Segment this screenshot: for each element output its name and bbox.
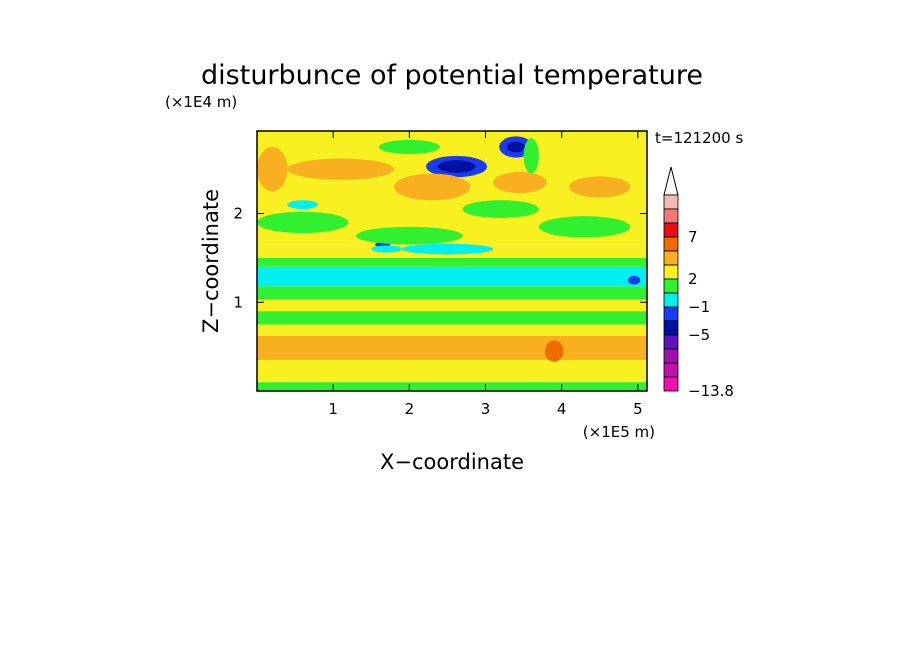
y-unit-label: (×1E4 m) [165, 93, 237, 111]
colorbar: 7 2 −1 −5 −13.8 [663, 166, 734, 400]
colorbar-swatch-4 [663, 250, 679, 266]
contour-band-8 [257, 257, 647, 267]
contour-feature-5 [627, 275, 641, 285]
colorbar-swatch-12 [663, 362, 679, 378]
contour-feature-7 [394, 173, 471, 201]
contour-field [257, 131, 647, 391]
colorbar-swatch-0 [663, 194, 679, 210]
x-unit-label: (×1E5 m) [583, 423, 655, 441]
contour-feature-14 [462, 200, 539, 218]
contour-band-0 [257, 382, 647, 391]
contour-feature-20 [287, 200, 318, 210]
colorbar-swatch-13 [663, 376, 679, 392]
colorbar-swatch-6 [663, 278, 679, 294]
colorbar-label: −5 [688, 326, 710, 344]
contour-band-2 [257, 335, 647, 360]
chart-title: disturbunce of potential temperature [201, 60, 703, 91]
contour-band-4 [257, 311, 647, 325]
colorbar-extend-arrow [663, 166, 679, 196]
contour-band-7 [257, 266, 647, 287]
contour-feature-16 [378, 139, 440, 155]
x-tick-label: 5 [633, 400, 643, 418]
y-tick-label: 2 [233, 205, 243, 223]
colorbar-swatch-5 [663, 264, 679, 280]
contour-feature-19 [371, 245, 402, 253]
colorbar-swatch-1 [663, 208, 679, 224]
x-tick-label: 4 [557, 400, 567, 418]
contour-feature-15 [538, 216, 631, 238]
contour-feature-13 [356, 226, 463, 245]
x-tick-label: 2 [405, 400, 415, 418]
contour-feature-8 [493, 171, 547, 194]
colorbar-swatch-10 [663, 334, 679, 350]
colorbar-swatch-9 [663, 320, 679, 336]
plot-frame [256, 130, 648, 392]
colorbar-swatch-3 [663, 236, 679, 252]
contour-feature-9 [287, 158, 395, 180]
colorbar-swatch-7 [663, 292, 679, 308]
contour-feature-6 [544, 340, 564, 362]
contour-band-5 [257, 299, 647, 312]
contour-feature-12 [257, 211, 349, 234]
contour-band-3 [257, 324, 647, 336]
colorbar-label: −13.8 [688, 382, 734, 400]
time-label: t=121200 s [655, 129, 743, 147]
contour-feature-10 [569, 176, 631, 198]
colorbar-label: 7 [688, 228, 698, 246]
y-axis-label: Z−coordinate [199, 189, 223, 333]
y-axis: 12 [233, 205, 647, 311]
contour-band-1 [257, 359, 647, 383]
x-tick-label: 3 [481, 400, 491, 418]
x-axis: 1 2 3 4 5 [328, 131, 643, 418]
colorbar-swatch-11 [663, 348, 679, 364]
contour-band-6 [257, 286, 647, 300]
contour-feature-11 [257, 146, 288, 192]
contour-feature-17 [523, 138, 539, 174]
colorbar-label: −1 [688, 298, 710, 316]
colorbar-swatch-8 [663, 306, 679, 322]
colorbar-swatch-2 [663, 222, 679, 238]
x-tick-label: 1 [328, 400, 338, 418]
contour-feature-3 [506, 141, 526, 153]
contour-feature-1 [437, 160, 476, 173]
colorbar-label: 2 [688, 270, 698, 288]
x-axis-label: X−coordinate [380, 450, 524, 474]
y-tick-label: 1 [233, 293, 243, 311]
contour-feature-18 [401, 243, 494, 255]
